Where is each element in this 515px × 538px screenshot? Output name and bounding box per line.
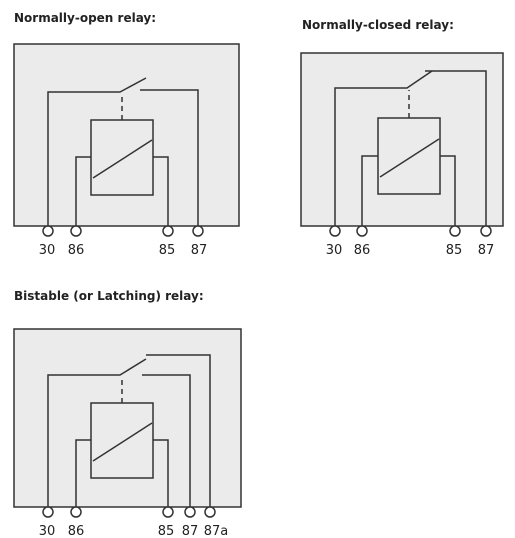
terminal bbox=[184, 506, 196, 518]
wire bbox=[75, 439, 91, 507]
pin-label: 85 bbox=[159, 243, 176, 258]
terminal bbox=[449, 225, 461, 237]
diagram-title: Normally-open relay: bbox=[14, 11, 156, 25]
terminal bbox=[70, 506, 82, 518]
wire bbox=[334, 70, 433, 226]
terminal bbox=[70, 225, 82, 237]
terminal bbox=[42, 225, 54, 237]
pin-label: 87 bbox=[478, 243, 495, 258]
wire bbox=[75, 156, 91, 226]
diagram-title: Normally-closed relay: bbox=[302, 18, 454, 32]
coil bbox=[90, 402, 154, 479]
pin-label: 86 bbox=[354, 243, 371, 258]
bistable-diagram: Bistable (or Latching) relay: 30 86 85 8… bbox=[13, 289, 242, 538]
wire bbox=[425, 70, 487, 226]
wire bbox=[140, 89, 199, 226]
pin-label: 86 bbox=[68, 243, 85, 258]
terminal bbox=[162, 506, 174, 518]
terminal bbox=[42, 506, 54, 518]
pin-label: 87a bbox=[204, 524, 229, 538]
pin-label: 30 bbox=[39, 243, 56, 258]
terminal bbox=[356, 225, 368, 237]
coil bbox=[377, 117, 441, 195]
wire bbox=[47, 358, 147, 507]
coil-winding bbox=[92, 422, 153, 462]
coil bbox=[90, 119, 154, 196]
wire bbox=[146, 354, 211, 507]
coil-winding bbox=[379, 138, 440, 178]
pin-label: 86 bbox=[68, 524, 85, 538]
pin-label: 87 bbox=[182, 524, 199, 538]
pin-label: 30 bbox=[39, 524, 56, 538]
terminal bbox=[162, 225, 174, 237]
terminal bbox=[480, 225, 492, 237]
wire bbox=[153, 156, 169, 226]
terminal bbox=[192, 225, 204, 237]
wire bbox=[361, 155, 378, 226]
wire bbox=[440, 155, 456, 226]
normally-closed-diagram: Normally-closed relay: 30 86 85 87 bbox=[300, 18, 504, 258]
pin-label: 85 bbox=[158, 524, 175, 538]
wire bbox=[47, 77, 147, 226]
normally-open-diagram: Normally-open relay: 30 86 85 87 bbox=[13, 11, 240, 258]
pin-label: 85 bbox=[446, 243, 463, 258]
wire bbox=[153, 439, 169, 507]
diagram-title: Bistable (or Latching) relay: bbox=[14, 289, 204, 303]
pin-label: 30 bbox=[326, 243, 343, 258]
coil-winding bbox=[92, 139, 153, 179]
terminal bbox=[329, 225, 341, 237]
pin-label: 87 bbox=[191, 243, 208, 258]
wire bbox=[142, 374, 191, 507]
terminal bbox=[204, 506, 216, 518]
